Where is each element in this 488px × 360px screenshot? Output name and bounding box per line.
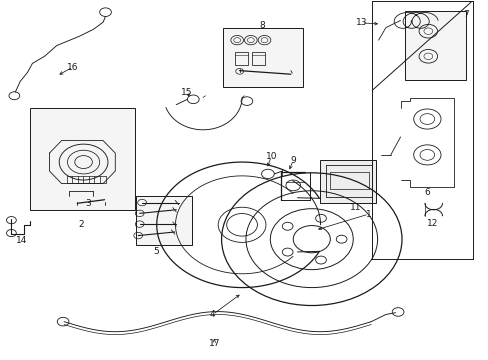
Text: 8: 8 bbox=[259, 21, 265, 30]
Text: 5: 5 bbox=[153, 247, 158, 256]
Bar bbox=[320, 160, 375, 203]
Text: 9: 9 bbox=[290, 156, 296, 165]
Text: 10: 10 bbox=[265, 152, 277, 161]
Text: 14: 14 bbox=[16, 236, 27, 245]
Bar bbox=[234, 51, 248, 65]
Text: 12: 12 bbox=[426, 219, 437, 228]
Text: 2: 2 bbox=[78, 220, 84, 229]
Text: 13: 13 bbox=[355, 18, 366, 27]
Bar bbox=[136, 196, 192, 244]
Text: 16: 16 bbox=[67, 63, 79, 72]
Text: 3: 3 bbox=[85, 199, 91, 208]
Bar bbox=[222, 28, 303, 87]
Text: 4: 4 bbox=[209, 310, 215, 319]
Text: 15: 15 bbox=[181, 87, 192, 96]
Text: 6: 6 bbox=[424, 188, 429, 197]
Bar bbox=[405, 12, 466, 80]
Bar bbox=[30, 108, 135, 211]
Text: 11: 11 bbox=[349, 203, 361, 212]
Text: 7: 7 bbox=[463, 10, 468, 19]
Bar bbox=[251, 51, 265, 65]
Text: 1: 1 bbox=[365, 210, 371, 219]
Text: 17: 17 bbox=[208, 339, 220, 348]
